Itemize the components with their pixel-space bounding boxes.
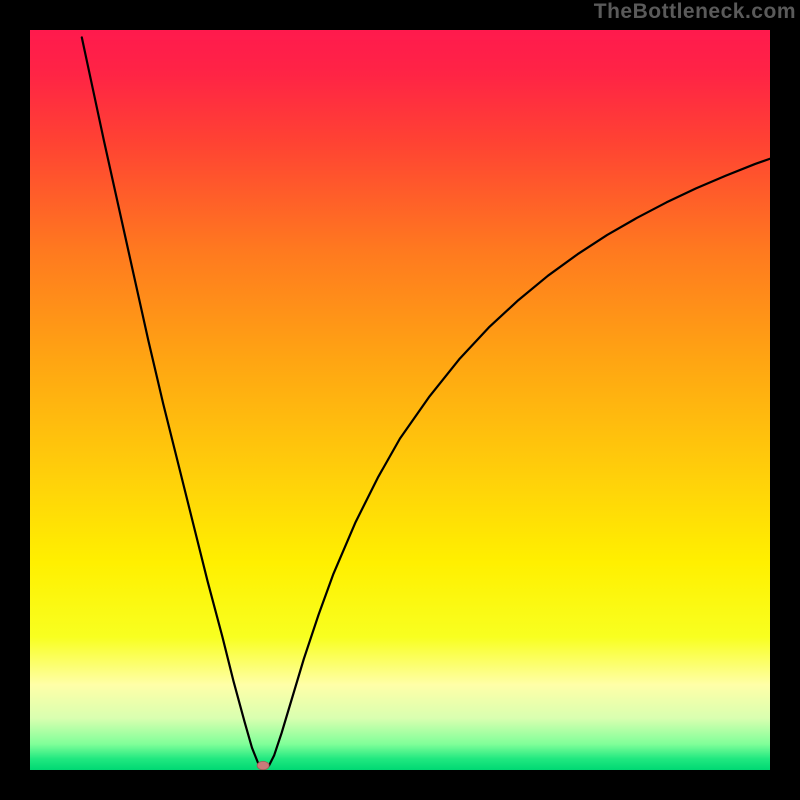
watermark-text: TheBottleneck.com [594,0,796,24]
plot-area [30,30,770,770]
gradient-background [30,30,770,770]
chart-container: TheBottleneck.com [0,0,800,800]
